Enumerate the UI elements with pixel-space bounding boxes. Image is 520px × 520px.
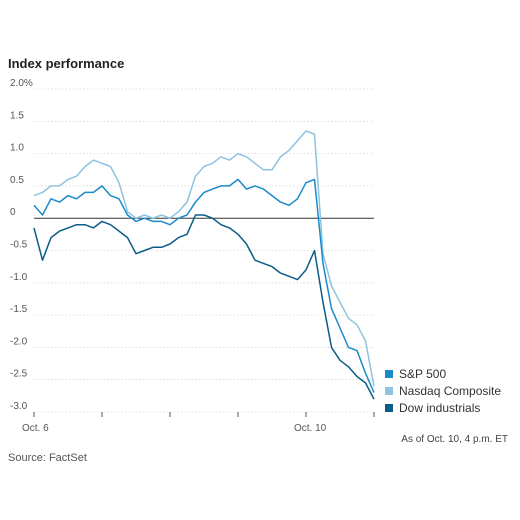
y-tick-label: -0.5 bbox=[10, 240, 28, 251]
legend-swatch-nasdaq bbox=[385, 386, 393, 395]
y-tick-label: 1.0 bbox=[10, 143, 24, 154]
legend-label-sp500: S&P 500 bbox=[399, 366, 447, 381]
axis-layer: 2.0% 1.5 1.0 0.5 0 -0.5 -1.0 -1.5 -2.0 -2.5 -3.0 Oc… bbox=[10, 78, 375, 434]
y-tick-label: 0.5 bbox=[10, 175, 24, 186]
y-tick-label: -2.5 bbox=[10, 369, 28, 380]
legend-item-nasdaq: Nasdaq Composite bbox=[385, 382, 501, 399]
y-tick-label: -2.0 bbox=[10, 336, 28, 347]
y-tick-label: 2.0% bbox=[10, 78, 33, 89]
legend-label-nasdaq: Nasdaq Composite bbox=[399, 383, 502, 398]
y-tick-label: -1.5 bbox=[10, 304, 28, 315]
series-line-nasdaq-composite bbox=[33, 130, 375, 387]
x-tick-label: Oct. 6 bbox=[22, 423, 49, 434]
legend-item-dow: Dow industrials bbox=[385, 399, 501, 416]
legend-swatch-dow bbox=[385, 403, 393, 412]
y-tick-label: -1.0 bbox=[10, 272, 28, 283]
legend-swatch-sp500 bbox=[385, 369, 393, 378]
legend: S&P 500 Nasdaq Composite Dow industrials bbox=[385, 365, 501, 416]
y-tick-label: 1.5 bbox=[10, 110, 24, 121]
series-line-dow-industrials bbox=[33, 214, 375, 400]
series-line-s-p-500 bbox=[33, 178, 375, 393]
series-layer bbox=[33, 130, 375, 400]
y-tick-label: 0 bbox=[10, 207, 16, 218]
chart-title: Index performance bbox=[8, 56, 125, 71]
legend-label-dow: Dow industrials bbox=[399, 400, 481, 415]
legend-item-sp500: S&P 500 bbox=[385, 365, 501, 382]
source-note: Source: FactSet bbox=[8, 452, 87, 464]
timestamp-note: As of Oct. 10, 4 p.m. ET bbox=[401, 434, 508, 445]
y-tick-label: -3.0 bbox=[10, 401, 28, 412]
x-tick-label: Oct. 10 bbox=[294, 423, 327, 434]
